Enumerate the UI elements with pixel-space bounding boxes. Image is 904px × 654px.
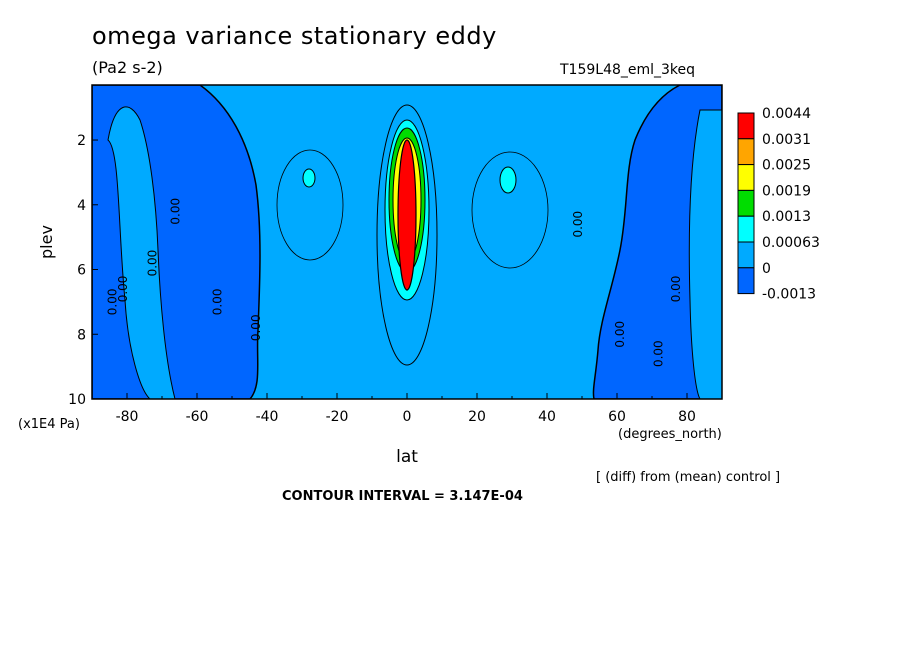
spot-contour-south-outer [276,149,344,261]
contour-label: 0.00 [116,276,130,303]
legend-swatch [737,112,755,140]
legend-level-label: -0.0013 [762,287,816,303]
contour-interval: CONTOUR INTERVAL = 3.147E-04 [282,489,523,504]
diff-note: [ (diff) from (mean) control ] [596,470,781,485]
x-tick-label: 80 [678,409,696,425]
weak-region-south [107,106,176,399]
x-tick-label: 20 [468,409,486,425]
contour-label: 0.00 [669,276,683,303]
legend-level-label: 0.0013 [762,209,811,225]
x-tick-label: -40 [256,409,279,425]
legend-level-label: 0.00063 [762,235,820,251]
y-tick-label: 2 [77,133,86,149]
y-axis: 2 4 6 8 10 [68,133,98,408]
core-contour-0.0031 [397,139,417,291]
contour-label: 0.00 [613,321,627,348]
x-tick-label: 60 [608,409,626,425]
x-axis-units: (degrees_north) [618,427,722,442]
y-tick-label: 10 [68,392,86,408]
chart-title: omega variance stationary eddy [92,22,497,50]
legend-level-label: 0.0044 [762,106,811,122]
chart-units: (Pa2 s-2) [92,58,163,77]
legend-level-label: 0.0025 [762,158,811,174]
spot-contour-north-outer [471,151,549,269]
contour-label: 0.00 [211,289,225,316]
x-tick-label: -60 [186,409,209,425]
contour-label: 0.00 [571,211,585,238]
legend-swatch [737,138,755,166]
contour-label: 0.00 [249,314,263,341]
y-tick-label: 4 [77,198,86,214]
legend-swatch [737,267,755,295]
contour-label: 0.00 [106,289,120,316]
contour-label: 0.00 [652,340,666,367]
legend-swatch [737,215,755,243]
x-tick-label: -20 [326,409,349,425]
y-axis-label: plev [37,225,56,259]
run-label: T159L48_eml_3keq [560,62,696,78]
x-tick-label: 0 [403,409,412,425]
legend-swatch [737,164,755,191]
x-tick-label: 40 [538,409,556,425]
legend-swatch [737,241,755,269]
x-tick-label: -80 [116,409,139,425]
x-axis: -80 -60 -40 -20 0 20 40 60 80 [91,393,723,425]
weak-region-north [688,109,722,399]
y-axis-units: (x1E4 Pa) [18,417,80,432]
contour-label: 0.00 [169,198,183,225]
spot-south [302,168,316,188]
negative-region-north [592,85,722,399]
legend-level-label: 0.0031 [762,132,811,148]
spot-north [499,166,517,194]
plot-area [92,85,722,399]
contour-labels: 0.000.000.00 0.000.000.000.000.000.000.00 [106,198,684,367]
x-axis-label: lat [396,447,418,467]
legend-level-label: 0 [762,261,771,277]
legend-level-label: 0.0019 [762,183,811,199]
legend-swatch [737,189,755,217]
contour-label: 0.00 [146,250,160,277]
y-tick-label: 8 [77,327,86,343]
y-tick-label: 6 [77,263,86,279]
colorbar-legend: 0.0044 0.0031 0.0025 0.0019 0.0013 0.00063 0 -0… [737,106,820,303]
